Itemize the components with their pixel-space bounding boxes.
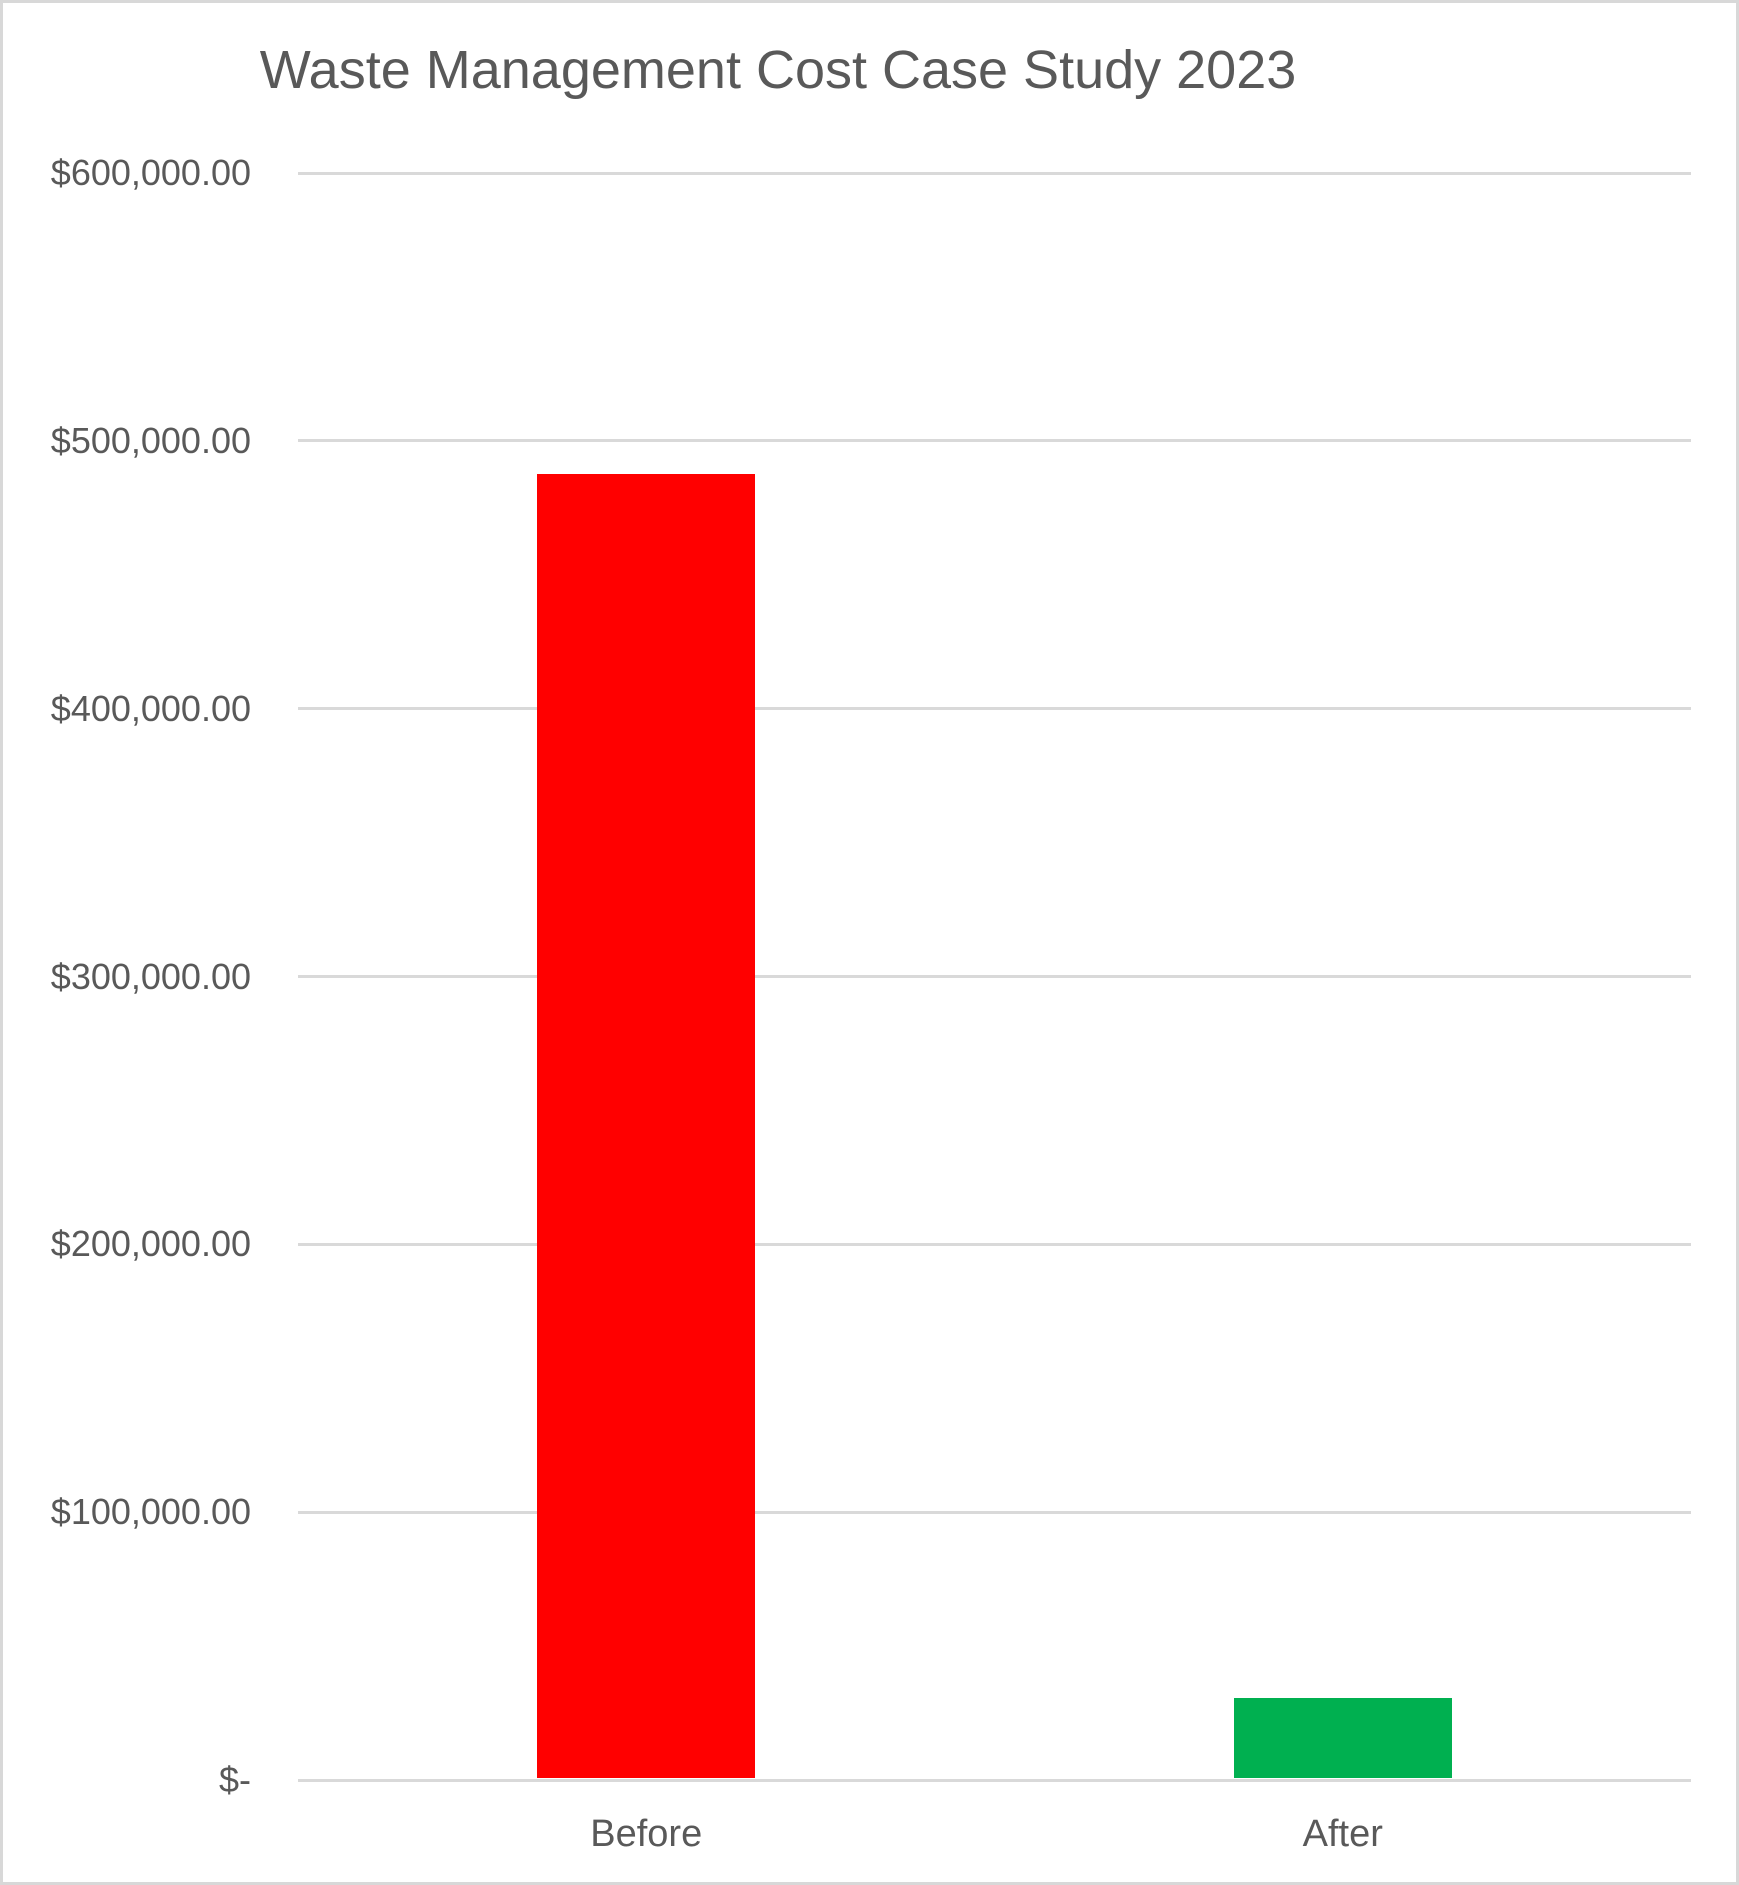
y-tick-label: $200,000.00 <box>50 1223 251 1265</box>
gridline <box>298 1242 1691 1246</box>
chart-title: Waste Management Cost Case Study 2023 <box>259 40 1297 100</box>
gridline <box>298 171 1691 175</box>
gridline <box>298 975 1691 978</box>
plot-area <box>298 171 1691 1782</box>
gridline <box>298 707 1691 711</box>
x-axis: Before After <box>298 1801 1691 1861</box>
x-tick-label-before: Before <box>590 1813 703 1855</box>
y-axis: $- $100,000.00 $200,000.00 $300,000.00 $400,… <box>3 152 251 1800</box>
y-tick-label: $100,000.00 <box>50 1491 251 1533</box>
y-tick-label: $- <box>218 1759 251 1800</box>
gridline <box>298 1510 1691 1514</box>
y-tick-label: $500,000.00 <box>50 419 251 461</box>
bar-before <box>537 473 756 1778</box>
x-tick-label-after: After <box>1302 1813 1383 1855</box>
bar-after <box>1233 1697 1452 1778</box>
gridline <box>298 1778 1691 1782</box>
y-tick-label: $400,000.00 <box>50 687 251 729</box>
gridline <box>298 439 1691 443</box>
y-tick-label: $600,000.00 <box>50 152 251 193</box>
y-tick-label: $300,000.00 <box>50 955 251 997</box>
